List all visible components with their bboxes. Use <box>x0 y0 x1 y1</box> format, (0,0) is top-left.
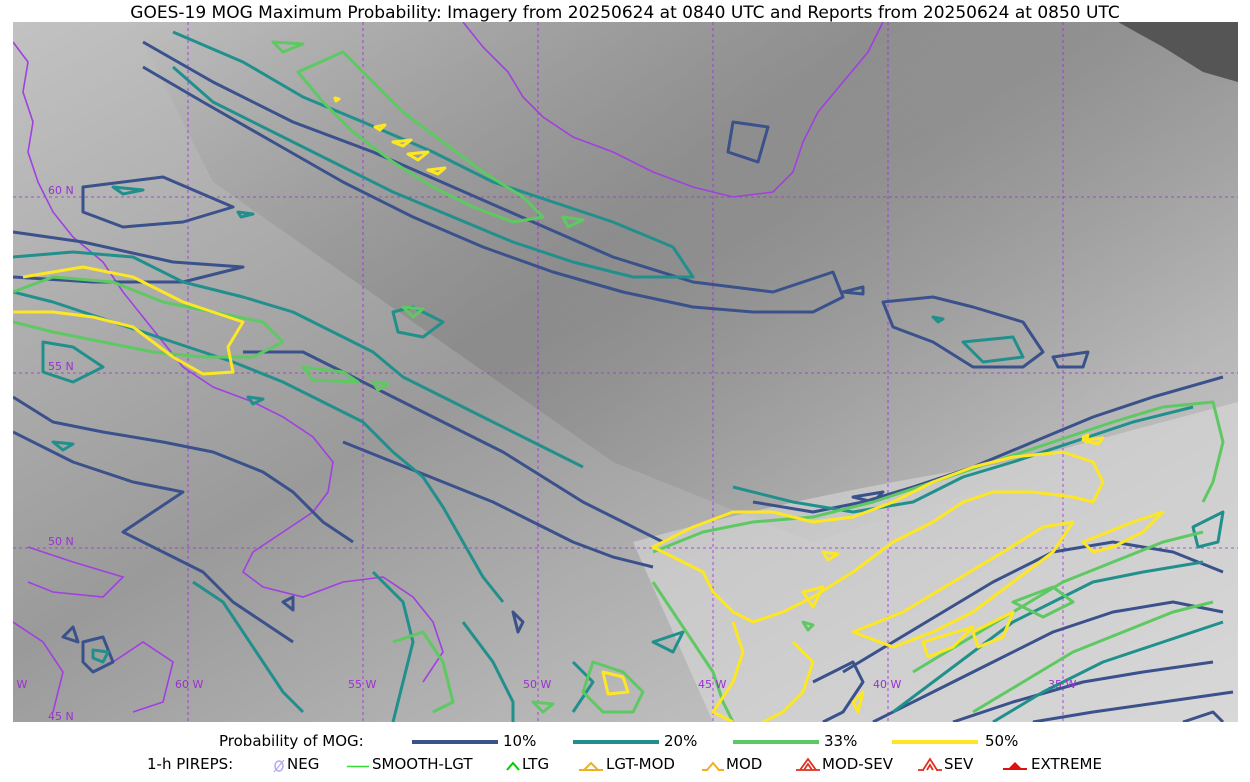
lat-label-45: 45 N <box>48 710 74 722</box>
contour-50pct <box>13 96 1165 722</box>
lon-label-50: 50 W <box>523 678 551 691</box>
legend-extreme-label: EXTREME <box>1031 755 1102 773</box>
dark-cloud-band <box>133 22 1238 542</box>
lat-label-60: 60 N <box>48 184 74 197</box>
pireps-legend-label: 1-h PIREPS: <box>147 755 234 773</box>
mod-icon <box>702 761 724 771</box>
contour-10pct <box>13 40 1234 722</box>
probability-legend: Probability of MOG: 10% 20% 33% 50% <box>0 732 1250 754</box>
contour-33pct <box>13 40 1225 722</box>
legend-50pct-label: 50% <box>985 732 1019 750</box>
probability-legend-label: Probability of MOG: <box>219 732 364 750</box>
legend-lgt-mod-label: LGT-MOD <box>606 755 675 773</box>
lgt-mod-icon <box>579 761 603 771</box>
legend-smooth-lgt-label: SMOOTH-LGT <box>372 755 473 773</box>
legend-20pct-label: 20% <box>664 732 698 750</box>
lon-label-65: 65 W <box>13 678 27 691</box>
legend-10pct-label: 10% <box>503 732 537 750</box>
no-data-corner <box>1118 22 1238 82</box>
satellite-map: 60 N 55 N 50 N 45 N 65 W 60 W 55 W 50 W … <box>13 22 1238 722</box>
contour-20pct <box>13 30 1225 722</box>
legend-ltg-label: LTG <box>522 755 550 773</box>
sev-icon <box>918 757 942 771</box>
lon-label-45: 45 W <box>698 678 726 691</box>
coastlines <box>13 22 884 713</box>
ltg-icon <box>506 761 520 771</box>
mod-sev-icon <box>796 757 820 771</box>
swatch-50pct <box>892 740 978 744</box>
legend-mod-label: MOD <box>726 755 763 773</box>
pireps-legend: 1-h PIREPS: NEG SMOOTH-LGT LTG LGT-MOD M… <box>0 755 1250 777</box>
extreme-icon <box>1003 762 1027 770</box>
lon-label-55: 55 W <box>348 678 376 691</box>
lon-label-60: 60 W <box>175 678 203 691</box>
lon-label-35: 35 W <box>1048 678 1076 691</box>
legend-mod-sev-label: MOD-SEV <box>822 755 893 773</box>
legend-33pct-label: 33% <box>824 732 858 750</box>
page-title: GOES-19 MOG Maximum Probability: Imagery… <box>130 3 1120 23</box>
lon-label-40: 40 W <box>873 678 901 691</box>
smooth-lgt-icon <box>347 765 369 768</box>
swatch-33pct <box>733 740 819 744</box>
legend-sev-label: SEV <box>944 755 974 773</box>
swatch-10pct <box>412 740 498 744</box>
lat-label-50: 50 N <box>48 535 74 548</box>
lat-label-55: 55 N <box>48 360 74 373</box>
bright-cloud-area <box>633 402 1238 722</box>
map-canvas: 60 N 55 N 50 N 45 N 65 W 60 W 55 W 50 W … <box>13 22 1238 722</box>
swatch-20pct <box>573 740 659 744</box>
neg-icon <box>273 759 285 773</box>
legend-neg-label: NEG <box>287 755 320 773</box>
